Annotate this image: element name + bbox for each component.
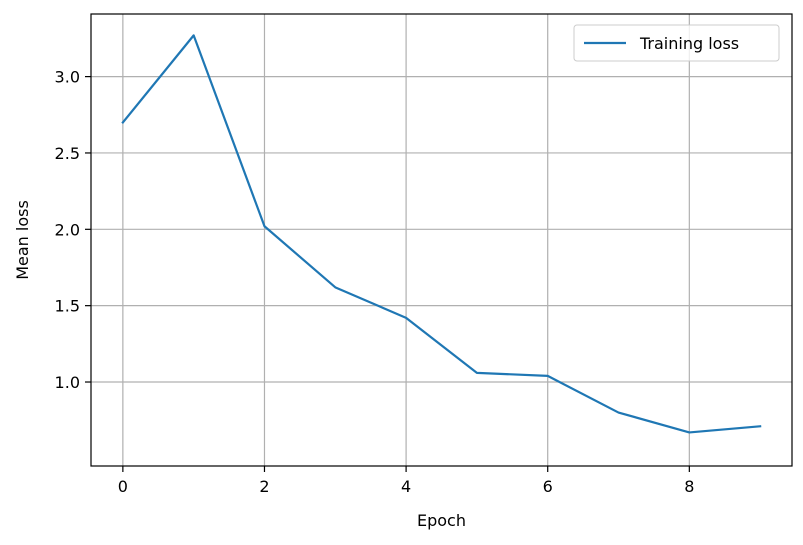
series-line-training-loss <box>121 34 762 434</box>
series-layer <box>121 34 762 434</box>
x-tick-label: 8 <box>684 477 694 496</box>
y-axis-label: Mean loss <box>13 200 32 280</box>
grid-lines <box>91 14 792 466</box>
plot-area-frame <box>90 13 793 467</box>
y-tick-label: 2.5 <box>55 144 80 163</box>
x-tick-label: 4 <box>401 477 411 496</box>
x-tick-label: 2 <box>259 477 269 496</box>
legend: Training loss <box>573 24 780 62</box>
x-tick-label: 0 <box>118 477 128 496</box>
x-tick-label: 6 <box>543 477 553 496</box>
axis-ticks: 0 2 4 6 8 1.0 1.5 2.0 2.5 3.0 <box>55 68 695 496</box>
y-tick-label: 1.5 <box>55 297 80 316</box>
y-tick-label: 3.0 <box>55 68 80 87</box>
y-tick-label: 1.0 <box>55 373 80 392</box>
legend-box <box>573 24 780 62</box>
legend-label-training-loss: Training loss <box>639 34 739 53</box>
x-axis-label: Epoch <box>417 511 466 530</box>
y-tick-label: 2.0 <box>55 220 80 239</box>
